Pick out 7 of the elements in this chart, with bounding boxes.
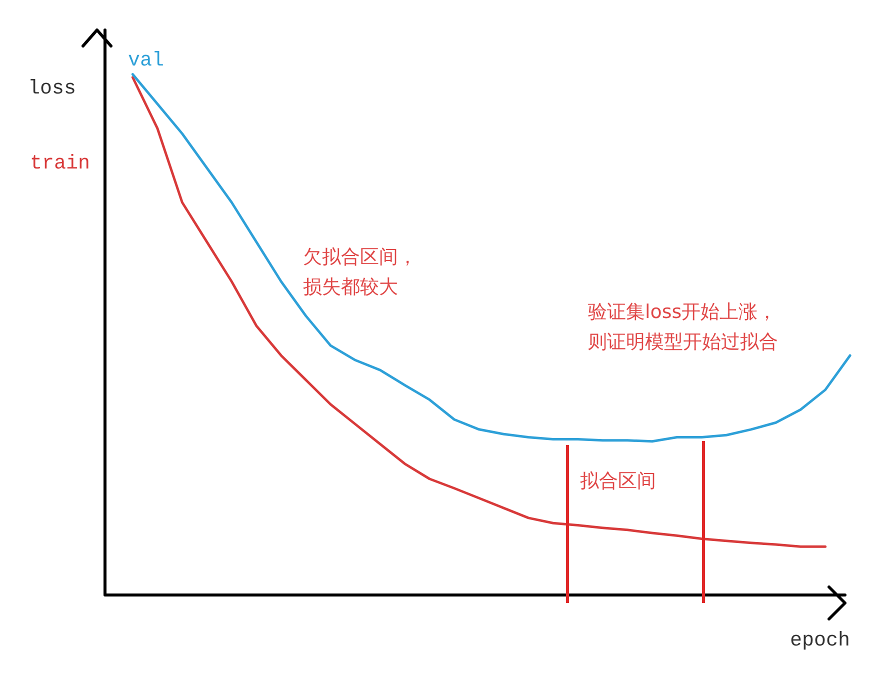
series-label: val [128,49,164,72]
x-axis-title: epoch [790,629,850,652]
annotation: 拟合区间 [580,469,657,494]
text: train [30,152,90,176]
annotation: 欠拟合区间，损失都较大 [303,245,418,300]
annotation: 验证集loss开始上涨，则证明模型开始过拟合 [588,300,779,355]
y-axis-title: loss [28,77,76,100]
